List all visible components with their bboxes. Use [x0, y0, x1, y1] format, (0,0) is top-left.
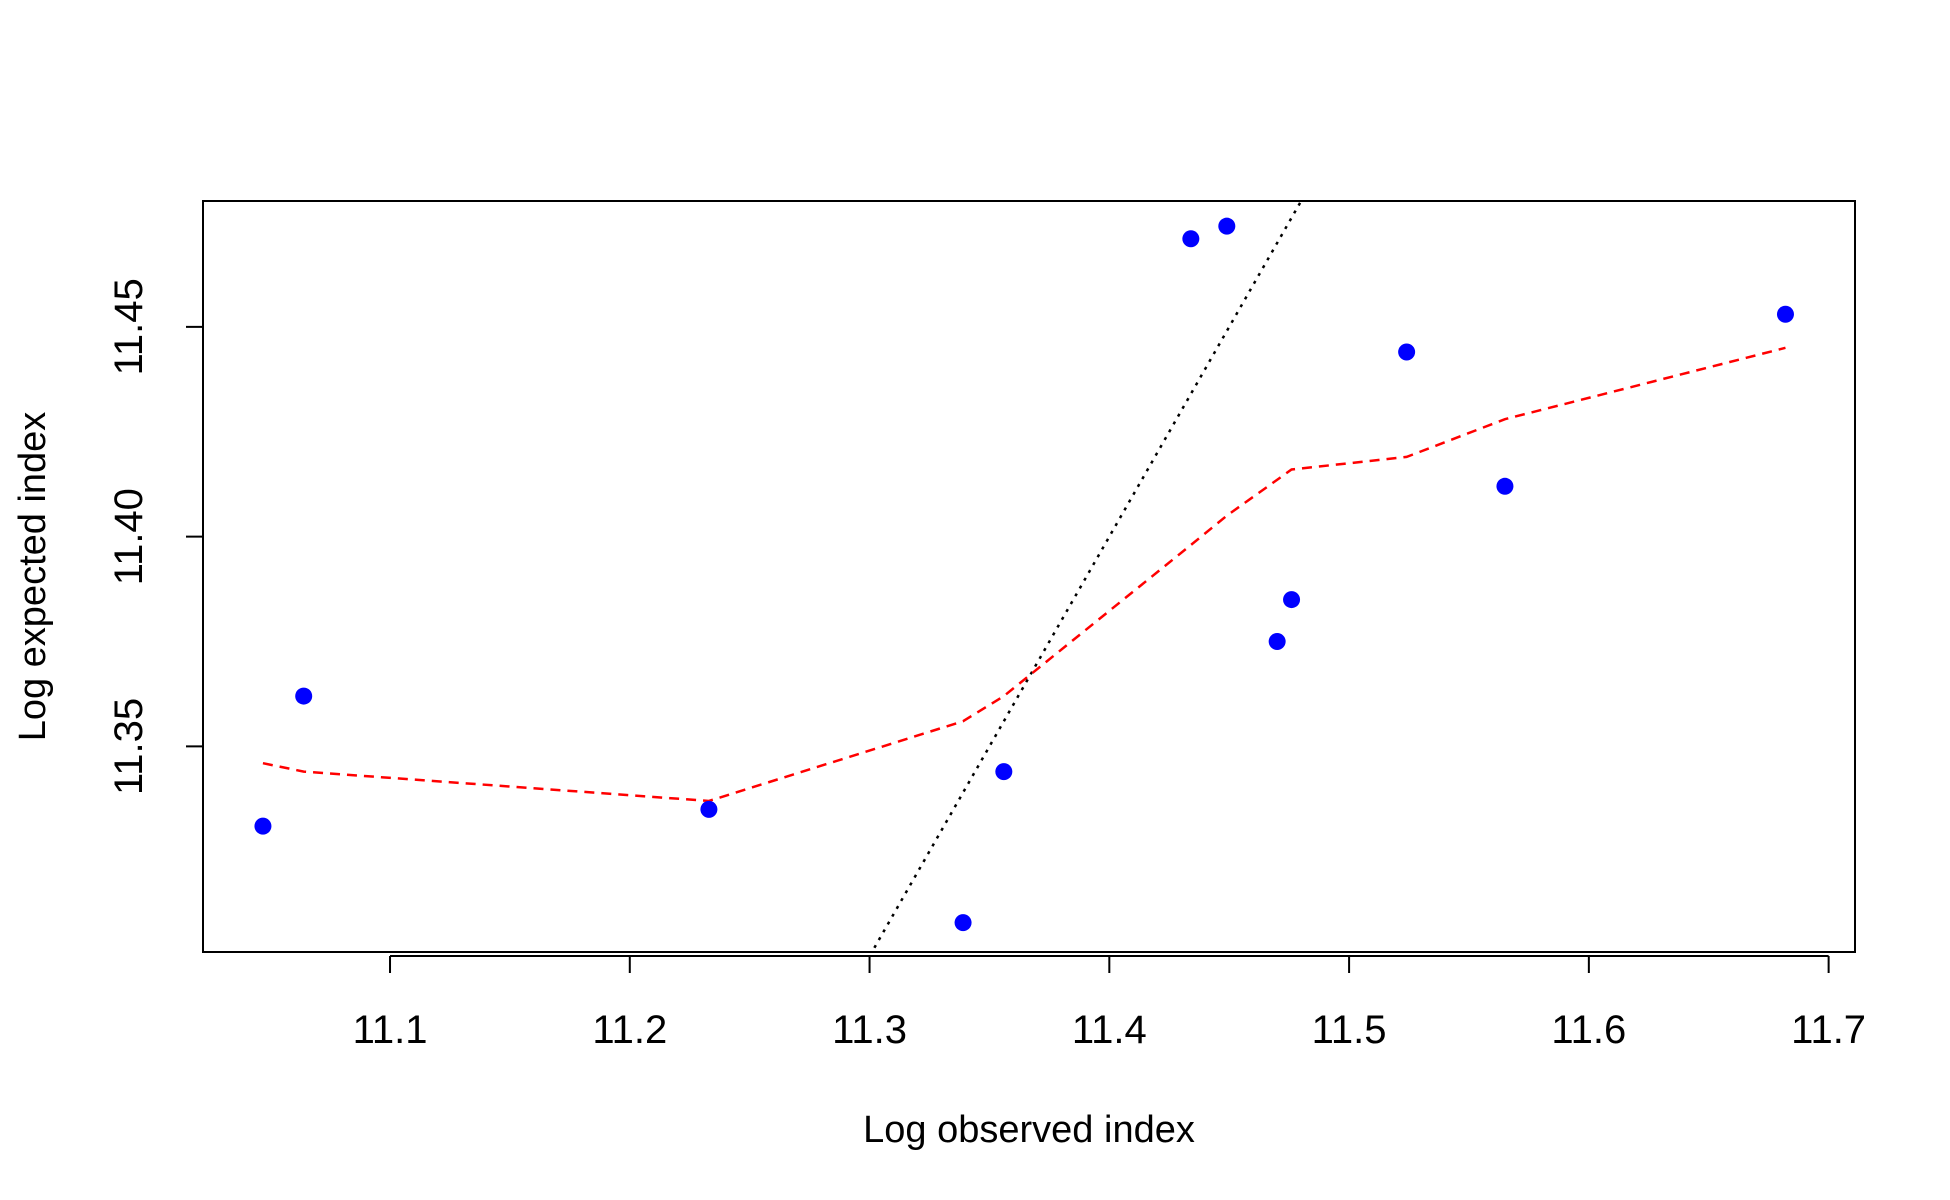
data-point	[1776, 305, 1794, 323]
chart-points	[254, 217, 1794, 932]
y-tick-label: 11.45	[107, 278, 151, 375]
y-axis: 11.35 11.40 11.45	[107, 278, 204, 795]
x-tick-label: 11.7	[1791, 1008, 1866, 1052]
data-point	[1182, 230, 1200, 248]
x-tick-label: 11.3	[832, 1008, 907, 1052]
x-axis-title: Log observed index	[863, 1109, 1195, 1151]
data-point	[1218, 217, 1236, 235]
y-tick-label: 11.35	[107, 698, 151, 795]
x-tick-label: 11.6	[1551, 1008, 1626, 1052]
x-tick-label: 11.2	[592, 1008, 667, 1052]
data-point	[1398, 343, 1416, 361]
chart-lines	[262, 200, 1786, 949]
data-point	[995, 763, 1013, 781]
data-point	[700, 800, 718, 818]
data-point	[254, 817, 272, 835]
data-point	[1496, 477, 1514, 495]
x-tick-label: 11.1	[353, 1008, 428, 1052]
y-axis-title: Log expected index	[12, 412, 54, 742]
y-tick-label: 11.40	[107, 488, 151, 585]
data-point	[1283, 591, 1301, 609]
x-axis: 11.1 11.2 11.3 11.4 11.5 11.6 11.7	[353, 955, 1866, 1052]
data-point	[954, 914, 972, 932]
plot-frame	[202, 200, 1856, 953]
x-tick-label: 11.4	[1072, 1008, 1147, 1052]
data-point	[1268, 633, 1286, 651]
data-point	[295, 687, 313, 705]
smooth-line	[262, 346, 1786, 803]
x-tick-label: 11.5	[1312, 1008, 1387, 1052]
